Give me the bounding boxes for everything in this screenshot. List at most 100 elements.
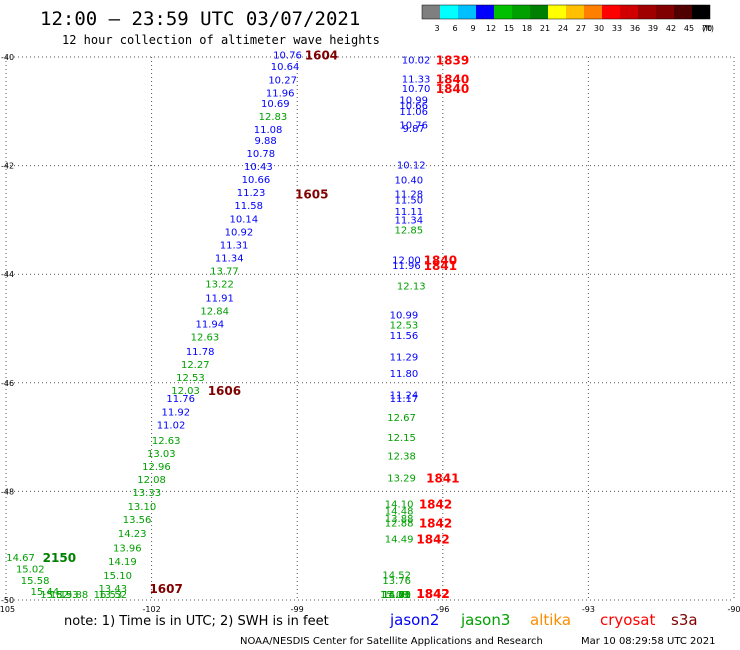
- jason2-swh-label: 11.80: [390, 369, 419, 380]
- x-tick-label: -96: [436, 605, 449, 614]
- y-tick-label: -50: [1, 596, 14, 605]
- jason2-swh-label: 9.87: [403, 124, 425, 135]
- jason2-swh-label: 10.27: [268, 75, 297, 86]
- jason3-swh-label: 15.44: [31, 587, 60, 598]
- scale-label: 6: [452, 24, 457, 33]
- pass-time-label: 1840: [424, 254, 457, 268]
- jason2-swh-label: 11.94: [196, 320, 225, 331]
- y-tick-label: -42: [1, 162, 14, 171]
- scale-swatch: [440, 5, 458, 19]
- scale-frame: [421, 4, 711, 20]
- scale-swatch: [674, 5, 692, 19]
- jason3-swh-label: 14.19: [108, 557, 137, 568]
- jason2-swh-label: 10.76: [273, 50, 302, 61]
- jason3-swh-label: 14.51: [382, 590, 411, 601]
- jason2-swh-label: 11.24: [390, 391, 419, 402]
- pass-time-label: 1841: [426, 471, 459, 485]
- scale-swatch: [620, 5, 638, 19]
- pass-time-label: 1842: [416, 587, 449, 601]
- jason3-swh-label: 14.52: [382, 570, 411, 581]
- scale-swatch: [548, 5, 566, 19]
- x-tick-label: -90: [727, 605, 740, 614]
- jason2-swh-label: 11.08: [254, 125, 283, 136]
- satellite-jason3: jason3: [460, 611, 510, 629]
- scale-swatch: [512, 5, 530, 19]
- color-scale-legend: 3 6 9 12 15 18 21 24 27 30 33 36 39 42 45 70(ft): [421, 4, 714, 33]
- jason3-swh-label: 14.67: [6, 553, 35, 564]
- scale-swatch: [530, 5, 548, 19]
- pass-time-label: 1842: [419, 516, 452, 530]
- pass-time-label: 1606: [208, 384, 241, 398]
- scale-label: 30: [594, 24, 604, 33]
- jason2-swh-label: 11.96: [392, 261, 421, 272]
- jason2-swh-label: 10.70: [402, 84, 431, 95]
- jason3-swh-label: 12.96: [142, 462, 171, 473]
- satellite-s3a: s3a: [671, 611, 698, 629]
- scale-label: 24: [558, 24, 568, 33]
- scale-label: 36: [630, 24, 640, 33]
- scale-swatch: [476, 5, 494, 19]
- jason3-swh-label: 13.52: [98, 590, 127, 601]
- jason2-swh-label: 11.78: [186, 347, 215, 358]
- y-tick-label: -44: [1, 270, 14, 279]
- jason3-swh-label: 13.56: [123, 515, 152, 526]
- jason3-swh-label: 15.10: [103, 571, 132, 582]
- x-tick-label: -102: [143, 605, 161, 614]
- jason2-swh-label: 9.88: [255, 136, 277, 147]
- jason2-swh-label: 10.78: [246, 149, 275, 160]
- scale-swatch: [584, 5, 602, 19]
- pass-time-label: 1842: [419, 497, 452, 511]
- pass-time-label: 2150: [43, 551, 76, 565]
- jason3-swh-label: 13.10: [128, 502, 157, 513]
- jason3-swh-label: 15.02: [16, 565, 45, 576]
- scale-label: 15: [504, 24, 514, 33]
- jason2-swh-label: 11.11: [395, 207, 424, 218]
- satellite-altika: altika: [530, 611, 571, 629]
- jason3-swh-label: 15.82: [40, 590, 69, 601]
- jason3-swh-label: 14.43: [382, 590, 411, 601]
- jason3-swh-label: 12.67: [387, 413, 416, 424]
- scale-label: 18: [522, 24, 532, 33]
- y-tick-label: -46: [1, 379, 14, 388]
- jason2-swh-label: 10.64: [271, 62, 300, 73]
- jason3-swh-label: 13.76: [382, 576, 411, 587]
- jason2-swh-label: 11.92: [162, 408, 191, 419]
- satellite-legend: jason2 jason3 altika cryosat s3a: [389, 611, 698, 629]
- scale-label: 42: [666, 24, 676, 33]
- jason2-swh-label: 10.40: [395, 176, 424, 187]
- y-tick-label: -48: [1, 487, 14, 496]
- jason3-swh-label: 14.10: [385, 499, 414, 510]
- jason3-swh-label: 12.27: [181, 360, 210, 371]
- jason2-swh-label: 11.23: [237, 188, 266, 199]
- jason3-swh-label: 13.43: [98, 584, 127, 595]
- jason3-swh-label: 12.88: [385, 518, 414, 529]
- footnote: note: 1) Time is in UTC; 2) SWH is in fe…: [64, 614, 329, 629]
- jason2-swh-label: 11.29: [390, 353, 419, 364]
- jason2-swh-label: 11.91: [205, 294, 234, 305]
- jason2-swh-label: 10.69: [261, 99, 290, 110]
- jason2-swh-label: 11.06: [399, 107, 428, 118]
- jason2-swh-label: 11.02: [157, 421, 186, 432]
- jason3-swh-label: 12.53: [390, 321, 419, 332]
- scale-swatch: [602, 5, 620, 19]
- jason2-swh-label: 10.14: [229, 214, 258, 225]
- jason3-swh-label: 15.88: [60, 590, 89, 601]
- y-tick-label: -40: [1, 53, 14, 62]
- jason3-swh-label: 15.93: [50, 590, 79, 601]
- jason2-swh-label: 10.12: [397, 161, 426, 172]
- pass-time-label: 1841: [424, 259, 457, 273]
- scale-label: 9: [470, 24, 475, 33]
- jason3-swh-label: 14.49: [385, 535, 414, 546]
- jason3-swh-label: 12.13: [397, 282, 426, 293]
- jason2-swh-label: 10.66: [242, 175, 271, 186]
- jason2-swh-label: 11.56: [390, 331, 419, 342]
- jason3-swh-label: 16.53: [94, 590, 123, 601]
- scale-swatch: [692, 5, 710, 19]
- pass-time-label: 1840: [436, 82, 469, 96]
- jason2-swh-label: 11.31: [220, 240, 249, 251]
- pass-time-label: 1605: [295, 187, 328, 201]
- pass-time-label: 1839: [436, 54, 469, 68]
- jason3-swh-label: 12.84: [200, 307, 229, 318]
